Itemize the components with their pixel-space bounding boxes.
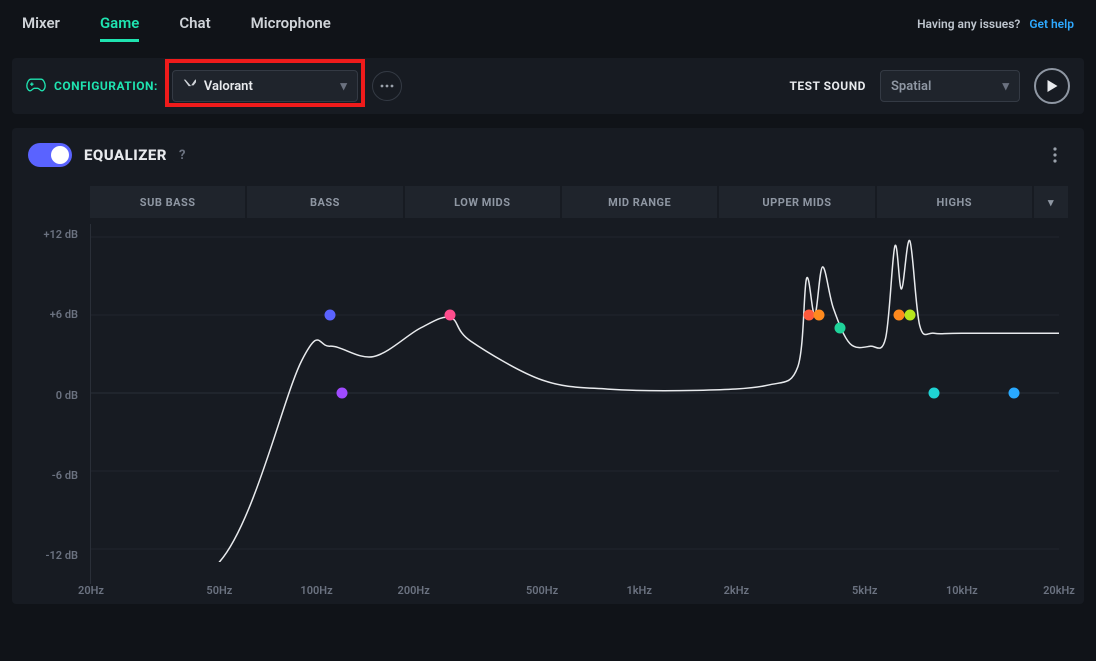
controller-icon: [26, 78, 46, 95]
x-tick-label: 100Hz: [300, 584, 332, 597]
play-test-sound-button[interactable]: [1034, 68, 1070, 104]
equalizer-panel: EQUALIZER ? SUB BASS BASS LOW MIDS MID R…: [12, 128, 1084, 604]
x-tick-label: 5kHz: [852, 584, 877, 597]
frequency-band-tabs: SUB BASS BASS LOW MIDS MID RANGE UPPER M…: [90, 186, 1068, 218]
y-tick-label: 0 dB: [56, 389, 78, 402]
help-text: Having any issues? Get help: [917, 17, 1074, 31]
x-tick-label: 1kHz: [626, 584, 651, 597]
x-tick-label: 20Hz: [78, 584, 104, 597]
equalizer-more-button[interactable]: [1042, 142, 1068, 168]
x-tick-label: 2kHz: [724, 584, 749, 597]
tab-game[interactable]: Game: [100, 2, 139, 46]
y-tick-label: +6 dB: [50, 308, 78, 321]
y-tick-label: -12 dB: [45, 549, 78, 562]
equalizer-title: EQUALIZER: [84, 146, 167, 164]
configuration-dropdown[interactable]: Valorant ▾: [172, 70, 358, 102]
get-help-link[interactable]: Get help: [1029, 17, 1074, 31]
help-prompt: Having any issues?: [917, 17, 1020, 31]
test-sound-value: Spatial: [891, 79, 931, 94]
band-tab-upper-mids[interactable]: UPPER MIDS: [719, 186, 874, 218]
test-sound-label: TEST SOUND: [789, 79, 866, 93]
configuration-value: Valorant: [204, 79, 253, 94]
eq-control-point[interactable]: [803, 310, 814, 321]
test-sound-dropdown[interactable]: Spatial ▾: [880, 70, 1020, 102]
eq-control-point[interactable]: [814, 310, 825, 321]
configuration-label: CONFIGURATION:: [26, 78, 158, 95]
configuration-bar: CONFIGURATION: Valorant ▾ TEST SOUND Spa…: [12, 58, 1084, 114]
eq-chart[interactable]: 20Hz50Hz100Hz200Hz500Hz1kHz2kHz5kHz10kHz…: [90, 224, 1068, 584]
band-tab-low-mids[interactable]: LOW MIDS: [405, 186, 560, 218]
x-tick-label: 10kHz: [946, 584, 978, 597]
eq-control-point[interactable]: [835, 323, 846, 334]
top-tabs: Mixer Game Chat Microphone Having any is…: [0, 0, 1096, 48]
eq-control-point[interactable]: [894, 310, 905, 321]
eq-control-point[interactable]: [445, 310, 456, 321]
chevron-down-icon: ▾: [1002, 79, 1009, 94]
tab-chat[interactable]: Chat: [179, 2, 210, 46]
x-tick-label: 50Hz: [206, 584, 232, 597]
equalizer-header: EQUALIZER ?: [28, 142, 1068, 168]
band-tab-highs[interactable]: HIGHS: [877, 186, 1032, 218]
equalizer-help-icon[interactable]: ?: [179, 148, 185, 163]
eq-control-point[interactable]: [1008, 388, 1019, 399]
band-tab-bass[interactable]: BASS: [247, 186, 402, 218]
tab-microphone[interactable]: Microphone: [251, 2, 331, 46]
eq-control-point[interactable]: [324, 310, 335, 321]
eq-control-point[interactable]: [904, 310, 915, 321]
eq-x-axis: 20Hz50Hz100Hz200Hz500Hz1kHz2kHz5kHz10kHz…: [91, 584, 1068, 602]
equalizer-toggle[interactable]: [28, 143, 72, 167]
band-tab-expand[interactable]: ▾: [1034, 186, 1068, 218]
eq-control-point[interactable]: [337, 388, 348, 399]
x-tick-label: 500Hz: [526, 584, 558, 597]
x-tick-label: 200Hz: [398, 584, 430, 597]
eq-chart-area: +12 dB +6 dB 0 dB -6 dB -12 dB 20Hz50Hz100Hz…: [28, 224, 1068, 584]
chevron-down-icon: ▾: [340, 79, 347, 94]
valorant-icon: [183, 78, 196, 95]
y-tick-label: -6 dB: [52, 469, 78, 482]
eq-control-point[interactable]: [929, 388, 940, 399]
chevron-down-icon: ▾: [1048, 196, 1054, 209]
x-tick-label: 20kHz: [1043, 584, 1075, 597]
tab-mixer[interactable]: Mixer: [22, 2, 60, 46]
band-tab-mid-range[interactable]: MID RANGE: [562, 186, 717, 218]
y-tick-label: +12 dB: [43, 228, 78, 241]
eq-y-axis: +12 dB +6 dB 0 dB -6 dB -12 dB: [28, 224, 90, 584]
configuration-more-button[interactable]: [372, 71, 402, 101]
band-tab-sub-bass[interactable]: SUB BASS: [90, 186, 245, 218]
